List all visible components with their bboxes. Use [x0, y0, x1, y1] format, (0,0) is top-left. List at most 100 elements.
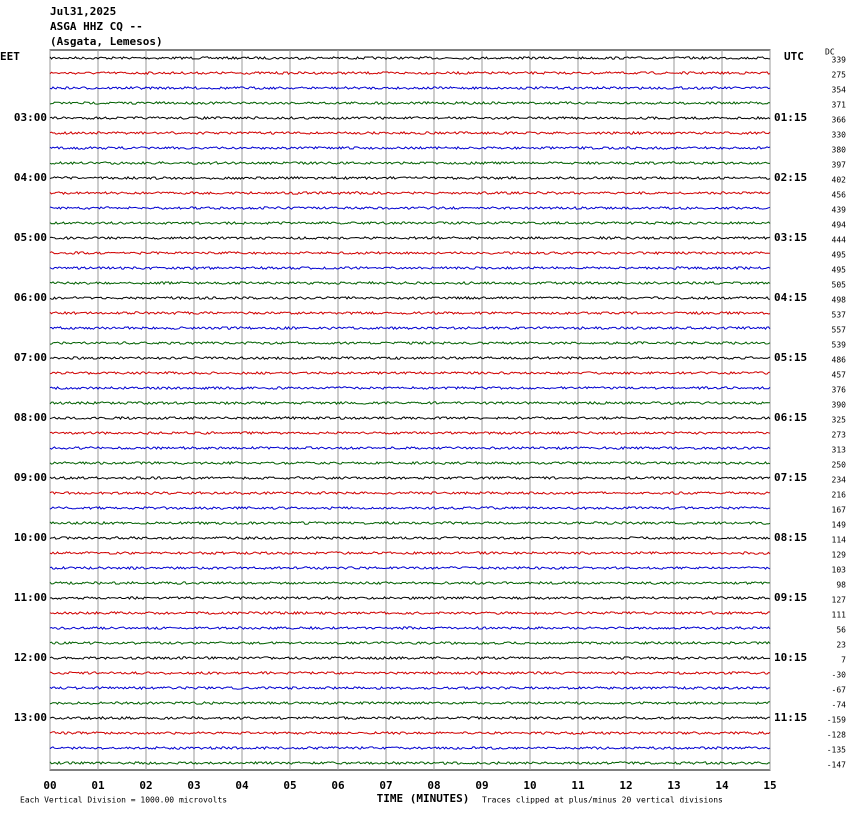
- dc-value: -159: [827, 716, 846, 725]
- dc-value: 439: [832, 206, 847, 215]
- trace: [49, 415, 771, 421]
- trace: [49, 160, 770, 166]
- trace: [49, 70, 771, 76]
- dc-value: 456: [832, 191, 847, 200]
- left-time-label: 05:00: [14, 231, 47, 244]
- left-time-label: 07:00: [14, 351, 47, 364]
- trace: [49, 265, 771, 271]
- trace: [49, 625, 771, 631]
- trace: [49, 145, 771, 151]
- trace: [49, 296, 771, 300]
- trace: [49, 610, 771, 616]
- right-time-label: 04:15: [774, 291, 807, 304]
- dc-value: -67: [832, 686, 847, 695]
- x-tick-label: 04: [235, 779, 249, 792]
- right-time-label: 07:15: [774, 471, 807, 484]
- trace: [49, 746, 771, 751]
- dc-value: 56: [836, 626, 846, 635]
- left-time-label: 10:00: [14, 531, 47, 544]
- dc-value: 495: [832, 251, 847, 260]
- dc-value: -147: [827, 761, 846, 770]
- dc-value: 486: [832, 356, 847, 365]
- trace: [49, 715, 770, 720]
- x-tick-label: 13: [667, 779, 680, 792]
- trace: [49, 325, 771, 331]
- trace: [49, 476, 771, 480]
- dc-value: 339: [832, 56, 847, 65]
- dc-value: 366: [832, 116, 847, 125]
- date: Jul31,2025: [50, 5, 116, 18]
- dc-value: -74: [832, 701, 847, 710]
- x-tick-label: 02: [139, 779, 152, 792]
- trace: [49, 686, 771, 691]
- dc-value: 495: [832, 266, 847, 275]
- trace: [49, 190, 771, 196]
- right-time-label: 09:15: [774, 591, 807, 604]
- dc-value: -128: [827, 731, 846, 740]
- dc-value: 216: [832, 491, 847, 500]
- dc-value: 376: [832, 386, 847, 395]
- dc-value: 397: [832, 161, 847, 170]
- trace: [49, 431, 771, 435]
- dc-value: 313: [832, 446, 847, 455]
- trace: [49, 641, 771, 645]
- x-tick-label: 08: [427, 779, 440, 792]
- left-time-label: 09:00: [14, 471, 47, 484]
- trace: [49, 130, 771, 136]
- right-time-label: 10:15: [774, 651, 807, 664]
- dc-value: 129: [832, 551, 847, 560]
- dc-value: 557: [832, 326, 847, 335]
- dc-value: 275: [832, 71, 847, 80]
- dc-value: 149: [832, 521, 847, 530]
- left-time-label: 08:00: [14, 411, 47, 424]
- dc-value: 330: [832, 131, 847, 140]
- x-tick-label: 01: [91, 779, 105, 792]
- x-tick-label: 10: [523, 779, 536, 792]
- x-tick-label: 07: [379, 779, 392, 792]
- dc-header: DC: [825, 48, 835, 57]
- trace: [49, 595, 771, 601]
- trace: [49, 280, 771, 286]
- trace: [49, 701, 771, 705]
- trace: [49, 731, 771, 735]
- dc-value: 457: [832, 371, 847, 380]
- x-tick-label: 12: [619, 779, 632, 792]
- x-tick-label: 14: [715, 779, 729, 792]
- dc-value: -30: [832, 671, 847, 680]
- location: (Asgata, Lemesos): [50, 35, 163, 48]
- trace: [49, 371, 771, 376]
- dc-value: 390: [832, 401, 847, 410]
- right-time-label: 08:15: [774, 531, 807, 544]
- right-time-label: 03:15: [774, 231, 807, 244]
- clip-note: Traces clipped at plus/minus 20 vertical…: [482, 796, 723, 805]
- trace: [49, 101, 771, 105]
- trace: [49, 760, 771, 765]
- trace: [49, 520, 771, 525]
- dc-value: 498: [832, 296, 847, 305]
- x-tick-label: 09: [475, 779, 488, 792]
- dc-value: 444: [832, 236, 847, 245]
- right-time-label: 11:15: [774, 711, 807, 724]
- trace: [49, 310, 771, 315]
- x-tick-label: 11: [571, 779, 585, 792]
- right-time-label: 06:15: [774, 411, 807, 424]
- trace: [49, 550, 771, 556]
- dc-value: 494: [832, 221, 847, 230]
- trace: [49, 86, 771, 90]
- trace: [49, 235, 771, 241]
- trace: [49, 386, 771, 391]
- dc-value: 354: [832, 86, 847, 95]
- plot-frame: [49, 49, 771, 771]
- dc-value: 98: [836, 581, 846, 590]
- trace: [49, 655, 771, 660]
- left-time-label: 03:00: [14, 111, 47, 124]
- left-time-label: 13:00: [14, 711, 47, 724]
- trace: [49, 400, 770, 406]
- x-tick-label: 00: [43, 779, 56, 792]
- dc-value: 380: [832, 146, 847, 155]
- trace: [49, 356, 771, 360]
- right-time-label: 05:15: [774, 351, 807, 364]
- dc-value: 114: [832, 536, 847, 545]
- dc-value: 273: [832, 431, 847, 440]
